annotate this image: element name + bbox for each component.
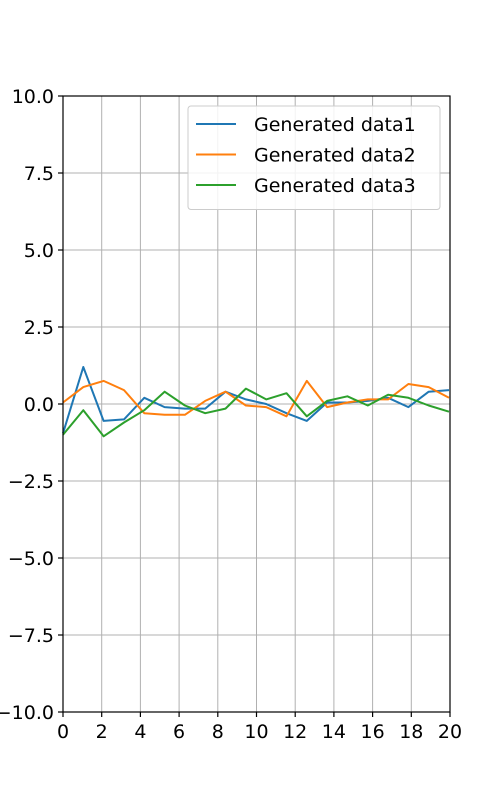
x-tick-label: 18 (399, 721, 423, 743)
legend-label: Generated data1 (254, 114, 416, 136)
y-tick-label: −2.5 (8, 471, 54, 493)
y-tick-label: 7.5 (24, 163, 54, 185)
x-tick-label: 10 (244, 721, 268, 743)
y-tick-label: −7.5 (8, 625, 54, 647)
x-axis: 0 2 4 6 8 10 12 14 16 18 20 (57, 712, 462, 743)
y-tick-label: 2.5 (24, 317, 54, 339)
x-tick-label: 12 (283, 721, 307, 743)
x-tick-label: 0 (57, 721, 69, 743)
y-tick-label: −10.0 (0, 702, 54, 724)
y-tick-label: −5.0 (8, 548, 54, 570)
x-tick-label: 16 (361, 721, 385, 743)
series-lines (62, 366, 450, 438)
series-line-1 (62, 366, 450, 434)
legend-box (187, 105, 441, 210)
x-tick-label: 14 (322, 721, 346, 743)
legend: Generated data1 Generated data2 Generated … (187, 105, 441, 210)
y-tick-label: 10.0 (12, 86, 54, 108)
x-tick-label: 20 (438, 721, 462, 743)
x-tick-label: 6 (173, 721, 185, 743)
y-axis: −10.0 −7.5 −5.0 −2.5 0.0 2.5 5.0 7.5 10.0 (0, 86, 63, 724)
x-tick-label: 2 (96, 721, 108, 743)
series-line-2 (62, 379, 450, 418)
legend-label: Generated data2 (254, 145, 416, 167)
y-tick-label: 5.0 (24, 240, 54, 262)
series-line-3 (62, 387, 450, 438)
legend-label: Generated data3 (254, 175, 416, 197)
y-tick-label: 0.0 (24, 394, 54, 416)
x-tick-label: 8 (212, 721, 224, 743)
x-tick-label: 4 (134, 721, 146, 743)
